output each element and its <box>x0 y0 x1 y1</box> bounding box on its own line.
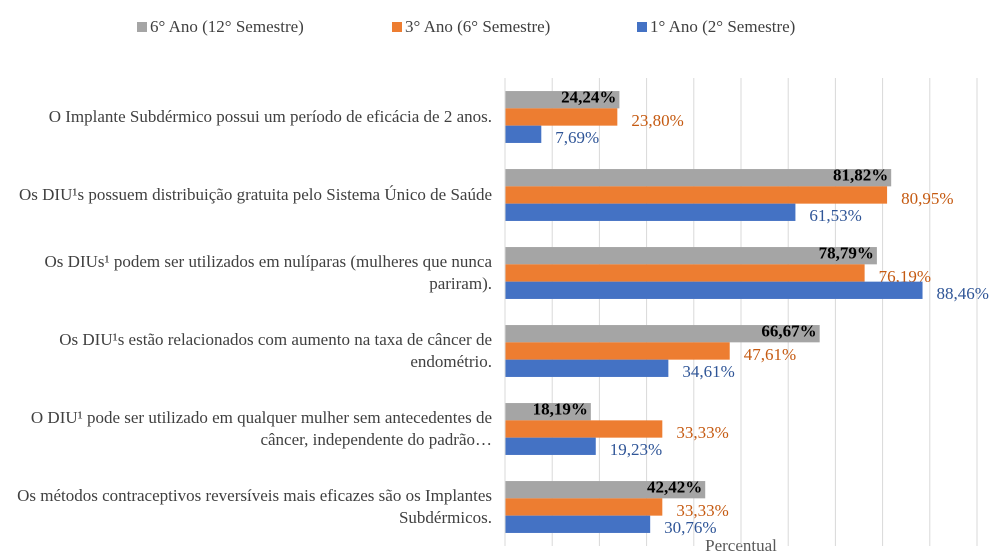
data-label: 23,80% <box>631 111 683 130</box>
bar <box>505 281 923 299</box>
data-label: 30,76% <box>664 518 716 537</box>
bar <box>505 481 706 499</box>
bar <box>505 437 596 455</box>
bar <box>505 403 591 421</box>
bar <box>505 125 542 143</box>
bar <box>505 325 820 343</box>
y-tick-label: Os métodos contraceptivos reversíveis ma… <box>17 486 492 527</box>
data-label: 7,69% <box>555 128 599 147</box>
legend-label: 6° Ano (12° Semestre) <box>150 17 304 36</box>
data-label: 33,33% <box>676 423 728 442</box>
data-label: 34,61% <box>682 362 734 381</box>
bar <box>505 247 877 265</box>
data-label: 88,46% <box>937 284 989 303</box>
data-label: 47,61% <box>744 345 796 364</box>
y-tick-label: Os DIU¹s estão relacionados com aumento … <box>59 330 492 371</box>
legend-label: 3° Ano (6° Semestre) <box>405 17 550 36</box>
data-label: 18,19% <box>533 400 588 419</box>
bar <box>505 498 663 516</box>
bar <box>505 91 620 109</box>
bar <box>505 203 796 221</box>
bar <box>505 359 669 377</box>
y-tick-label: O Implante Subdérmico possui um período … <box>48 107 492 126</box>
data-label: 19,23% <box>610 440 662 459</box>
data-label: 42,42% <box>647 478 702 497</box>
bar <box>505 264 865 282</box>
data-label: 33,33% <box>676 501 728 520</box>
bar <box>505 169 892 187</box>
data-label: 80,95% <box>901 189 953 208</box>
bar <box>505 420 663 438</box>
legend-swatch <box>392 22 402 32</box>
y-tick-label: O DIU¹ pode ser utilizado em qualquer mu… <box>30 408 492 449</box>
bar <box>505 186 888 204</box>
legend-swatch <box>637 22 647 32</box>
data-label: 24,24% <box>561 88 616 107</box>
bar <box>505 515 651 533</box>
y-tick-label: Os DIUs¹ podem ser utilizados em nulípar… <box>44 252 492 293</box>
data-label: 66,67% <box>761 322 816 341</box>
data-label: 61,53% <box>809 206 861 225</box>
legend-swatch <box>137 22 147 32</box>
bar <box>505 342 730 360</box>
data-label: 76,19% <box>879 267 931 286</box>
legend-label: 1° Ano (2° Semestre) <box>650 17 795 36</box>
bar <box>505 108 618 126</box>
y-tick-label: Os DIU¹s possuem distribuição gratuita p… <box>19 185 492 204</box>
data-label: 78,79% <box>819 244 874 263</box>
data-label: 81,82% <box>833 166 888 185</box>
